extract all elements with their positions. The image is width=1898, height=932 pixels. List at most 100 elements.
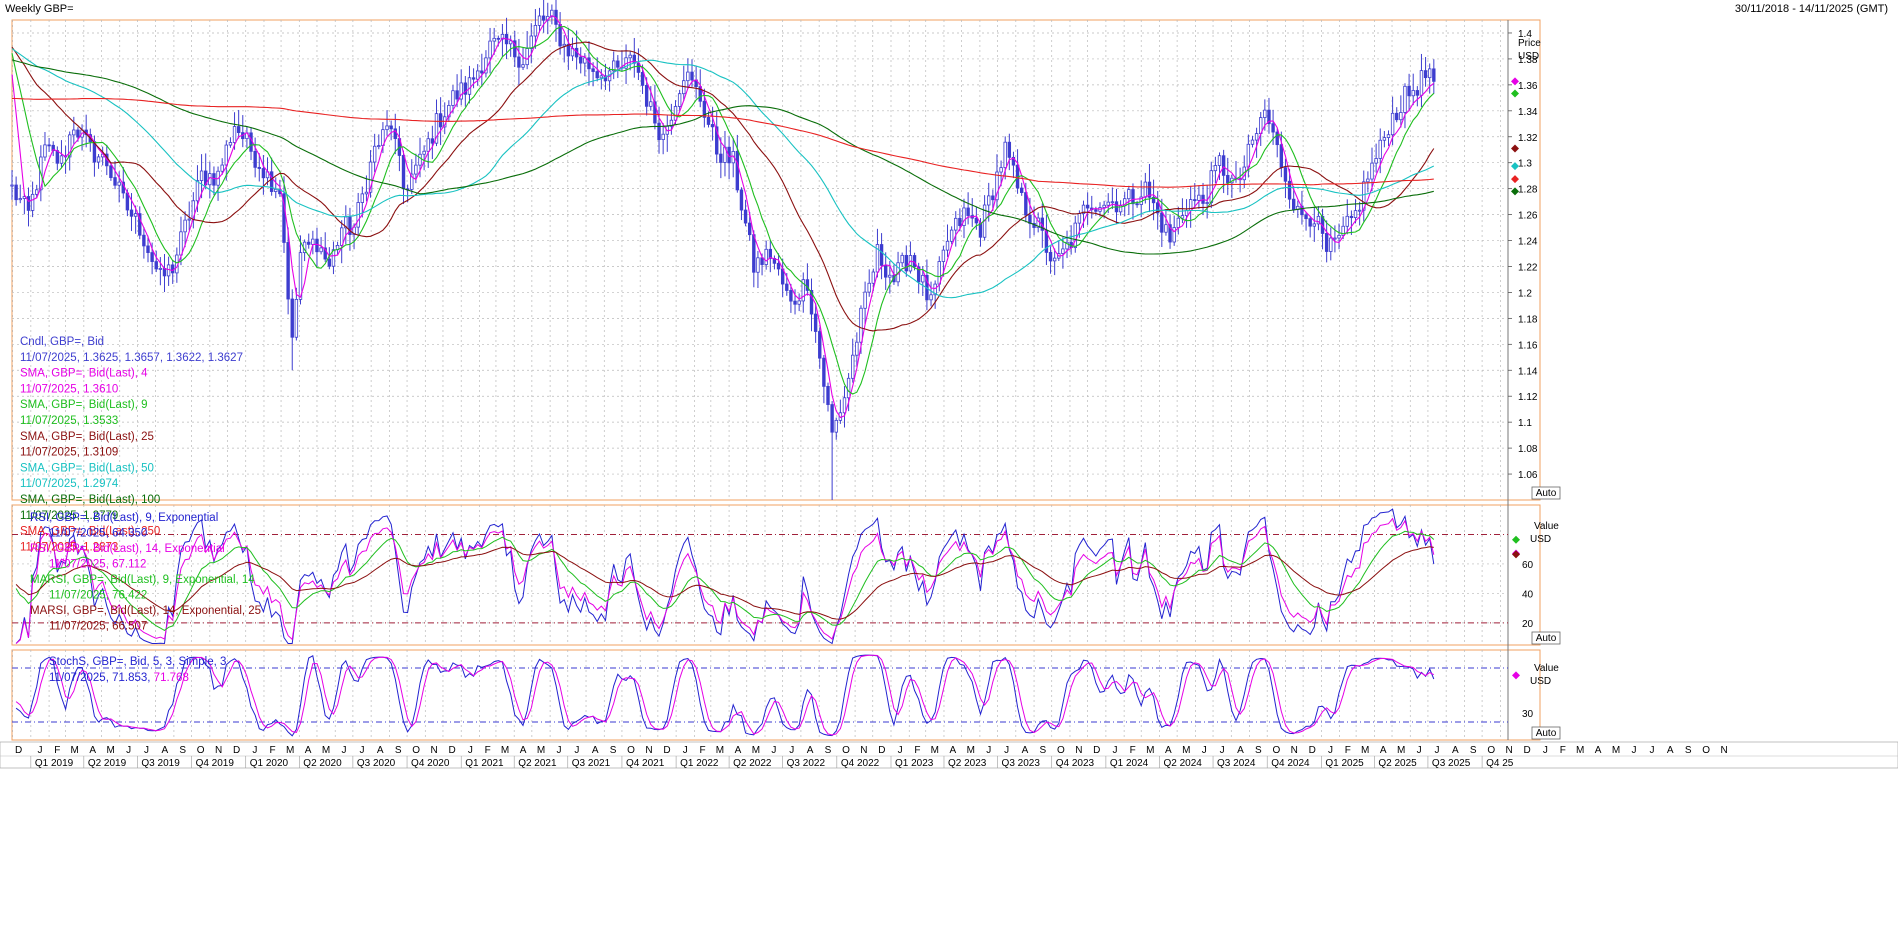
candle-body <box>958 217 962 226</box>
candle-body <box>1386 134 1391 138</box>
month-label: F <box>1560 745 1566 756</box>
month-label: D <box>15 745 22 756</box>
candle-body <box>1019 187 1024 193</box>
candle-body <box>129 209 134 217</box>
candle-body <box>1399 112 1403 121</box>
month-label: N <box>1075 745 1082 756</box>
rsi-series <box>15 508 1435 645</box>
candle-body <box>1160 212 1164 233</box>
rsi-legend-item: RSI, GBP=, Bid(Last), 9, Exponential <box>30 512 218 524</box>
candle-body <box>1151 196 1156 204</box>
candle-body <box>269 171 274 192</box>
quarter-label: Q3 2020 <box>357 758 396 769</box>
candle-body <box>96 156 101 163</box>
month-label: M <box>1146 745 1154 756</box>
candle-body <box>319 247 323 253</box>
stoch-legend-values: 11/07/2025, 71.853, 71.768 <box>49 672 189 684</box>
candle-body <box>47 144 51 147</box>
candle-body <box>945 240 950 251</box>
candle-body <box>579 56 583 64</box>
candle-body <box>199 170 204 181</box>
month-label: J <box>1649 745 1654 756</box>
sma-250-line <box>11 97 1434 188</box>
candle-body <box>1349 215 1354 219</box>
month-label: M <box>1612 745 1620 756</box>
candle-body <box>888 274 892 278</box>
candle-body <box>974 217 979 224</box>
month-label: D <box>448 745 455 756</box>
candle-body <box>113 177 117 186</box>
quarter-label: Q1 2023 <box>895 758 934 769</box>
candle-body <box>1007 141 1012 158</box>
candle-body <box>1308 218 1312 227</box>
candle-body <box>377 145 381 148</box>
candle-body <box>1094 209 1098 212</box>
candle-body <box>43 144 47 158</box>
candle-body <box>776 262 781 270</box>
quarter-label: Q4 2021 <box>626 758 665 769</box>
candle-body <box>1378 139 1382 159</box>
candle-body <box>916 266 921 283</box>
grid-lines <box>12 20 1508 740</box>
candle-body <box>912 255 917 268</box>
candle-body <box>257 166 261 169</box>
quarter-label: Q3 2023 <box>1002 758 1041 769</box>
month-label: A <box>1380 745 1387 756</box>
candle-body <box>1427 68 1432 79</box>
candle-body <box>677 93 682 107</box>
price-marker <box>1511 77 1519 86</box>
price-marker <box>1511 144 1519 153</box>
candle-body <box>1267 109 1271 125</box>
candle-body <box>475 70 480 80</box>
price-legend-item: SMA, GBP=, Bid(Last), 250 <box>20 526 160 538</box>
price-axis-unit: USD <box>1518 51 1539 62</box>
quarter-label: Q1 2020 <box>250 758 289 769</box>
month-label: J <box>1113 745 1118 756</box>
price-tick-label: 1.26 <box>1518 211 1538 222</box>
candle-body <box>1324 233 1329 252</box>
candle-body <box>1316 215 1321 225</box>
rsi-axis-title: Value <box>1534 521 1559 532</box>
candle-body <box>616 60 620 68</box>
price-tick-label: 1.24 <box>1518 237 1538 248</box>
month-label: S <box>395 745 402 756</box>
month-label: F <box>269 745 275 756</box>
candle-body <box>1065 241 1069 250</box>
candle-body <box>1291 198 1296 210</box>
price-legend-item: 11/07/2025, 1.3610 <box>20 383 118 395</box>
month-label: A <box>807 745 814 756</box>
sma-25-line <box>11 41 1435 332</box>
month-label: O <box>1272 745 1280 756</box>
date-range: 30/11/2018 - 14/11/2025 (GMT) <box>1734 3 1888 15</box>
candle-body <box>855 341 859 356</box>
candle-body <box>323 247 327 260</box>
candle-body <box>978 222 983 238</box>
candle-body <box>533 24 538 37</box>
candle-body <box>1415 90 1420 96</box>
candle-body <box>1341 225 1345 236</box>
month-label: O <box>842 745 850 756</box>
quarter-label: Q3 2025 <box>1432 758 1471 769</box>
candle-body <box>117 181 121 186</box>
candle-body <box>138 213 142 236</box>
month-label: J <box>126 745 131 756</box>
quarter-label: Q4 2019 <box>196 758 235 769</box>
candle-body <box>797 300 801 305</box>
quarter-label: Q2 2025 <box>1378 758 1417 769</box>
month-label: N <box>1721 745 1728 756</box>
candle-body <box>455 90 459 100</box>
candle-body <box>434 113 439 144</box>
price-tick-label: 1.08 <box>1518 444 1538 455</box>
candle-body <box>1312 223 1317 227</box>
candle-body <box>851 354 855 379</box>
month-label: J <box>144 745 149 756</box>
price-tick-label: 1.12 <box>1518 392 1538 403</box>
candle-body <box>785 283 789 291</box>
month-label: M <box>1576 745 1584 756</box>
candle-body <box>871 271 876 284</box>
month-label: M <box>967 745 975 756</box>
candle-body <box>1345 215 1349 227</box>
candle-body <box>1370 162 1374 180</box>
candle-body <box>14 184 18 201</box>
